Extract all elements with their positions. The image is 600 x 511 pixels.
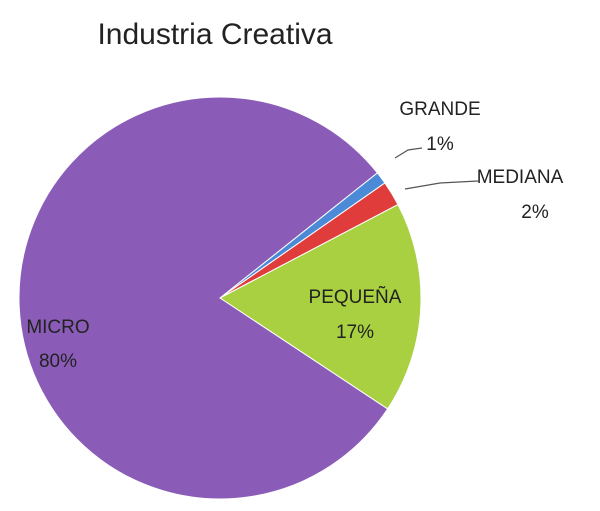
- slice-label: MICRO: [26, 317, 89, 338]
- pie-slice: [219, 203, 422, 410]
- slice-label: MEDIANA: [477, 167, 564, 188]
- slice-label: GRANDE: [399, 99, 480, 120]
- slice-value-label: 1%: [426, 134, 454, 155]
- pie-slice: [18, 96, 389, 500]
- slice-value-label: 2%: [521, 202, 549, 223]
- slice-value-label: 17%: [336, 322, 374, 343]
- slice-label: PEQUEÑA: [309, 286, 402, 308]
- leader-line: [404, 180, 479, 190]
- chart-title: Industria Creativa: [97, 18, 332, 51]
- leader-line: [394, 147, 423, 159]
- slice-value-label: 80%: [39, 351, 77, 372]
